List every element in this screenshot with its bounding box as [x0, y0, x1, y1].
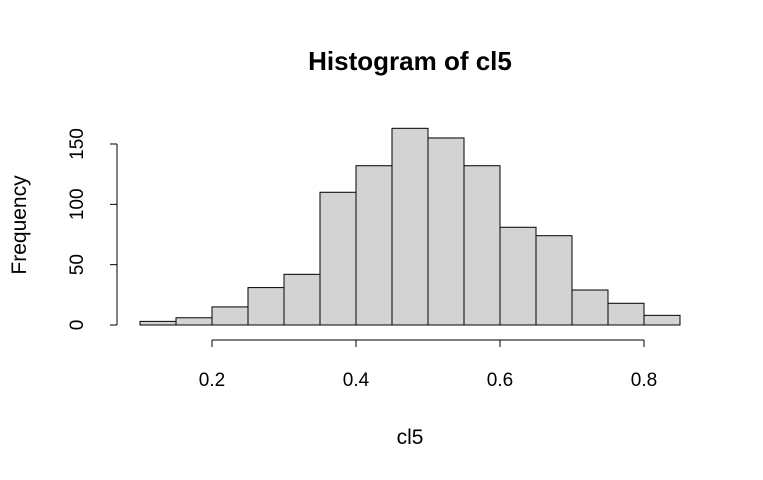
chart-title: Histogram of cl5	[308, 46, 512, 76]
y-tick-label: 150	[67, 128, 88, 160]
y-tick-label: 50	[67, 254, 88, 275]
x-tick-label: 0.4	[343, 370, 370, 391]
histogram-bar	[247, 287, 285, 326]
histogram-bar	[283, 273, 321, 326]
histogram-bar	[355, 165, 393, 326]
histogram-bar	[175, 317, 213, 326]
y-tick-label: 100	[67, 188, 88, 220]
x-axis-label: cl5	[397, 426, 424, 449]
histogram-bar	[463, 165, 501, 326]
x-tick-label: 0.6	[487, 370, 513, 391]
histogram-bar	[139, 320, 177, 326]
histogram-bar	[211, 306, 249, 326]
histogram-bar	[607, 302, 645, 326]
bars-group	[139, 127, 681, 326]
histogram-bar	[427, 137, 465, 326]
y-axis: 0 50 100 150	[67, 128, 118, 331]
histogram-bar	[571, 289, 609, 326]
y-tick-label: 0	[67, 320, 88, 331]
histogram-bar	[499, 226, 537, 326]
histogram-bar	[391, 127, 429, 326]
y-axis-label: Frequency	[8, 175, 31, 275]
x-axis: 0.2 0.4 0.6 0.8	[199, 339, 657, 391]
histogram-bar	[643, 314, 681, 326]
histogram-bar	[319, 191, 357, 326]
histogram-bar	[535, 235, 573, 326]
x-tick-label: 0.2	[199, 370, 225, 391]
x-tick-label: 0.8	[631, 370, 657, 391]
